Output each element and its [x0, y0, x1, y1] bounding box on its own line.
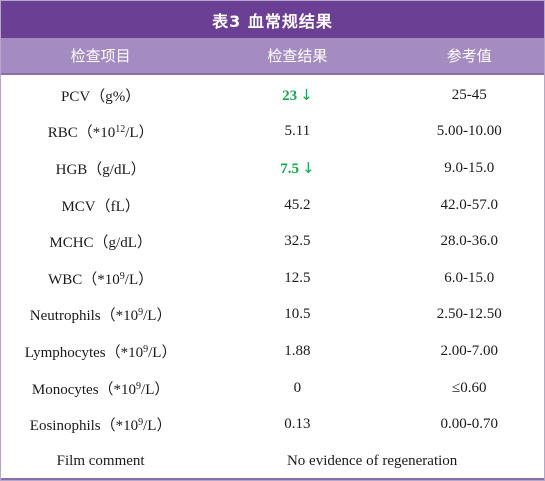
row-item-name-exponent: 12	[115, 124, 126, 136]
row-item-name-exponent: 9	[119, 270, 125, 282]
bottom-rule	[1, 478, 544, 480]
table-row: HGB（g/dL） 7.5 ↓ 9.0-15.0	[1, 150, 544, 187]
row-item-name: Lymphocytes（*109/L）	[1, 341, 200, 362]
row-item-name: PCV（g%）	[61, 88, 141, 105]
table-row: Eosinophils（*109/L） 0.13 0.00-0.70	[1, 406, 544, 443]
down-arrow-icon: ↓	[300, 85, 313, 104]
table-row: MCHC（g/dL） 32.5 28.0-36.0	[1, 223, 544, 260]
row-reference: 2.00-7.00	[440, 342, 499, 359]
row-item-name-prefix: Lymphocytes（*10	[24, 344, 144, 361]
row-reference: 25-45	[451, 86, 487, 103]
row-result: 1.88	[284, 342, 311, 359]
table-header-row: 检查项目 检查结果 参考值	[1, 38, 544, 75]
film-comment-value: No evidence of regeneration	[286, 452, 458, 469]
row-reference: 28.0-36.0	[440, 233, 499, 250]
table-body: PCV（g%） 23 ↓ 25-45 RBC（*1012/L） 5.11 5.00…	[1, 77, 544, 480]
row-item-name: MCHC（g/dL）	[49, 235, 152, 252]
row-item-name-exponent: 9	[136, 380, 142, 392]
table-row: WBC（*109/L） 12.5 6.0-15.0	[1, 260, 544, 297]
row-reference: 0.00-0.70	[440, 416, 499, 433]
row-result: 12.5	[284, 269, 311, 286]
row-item-name-suffix: /L）	[148, 344, 177, 361]
film-comment-row: Film comment No evidence of regeneration	[1, 443, 544, 480]
row-result: 23 ↓	[200, 86, 394, 105]
row-item-name: Monocytes（*109/L）	[1, 378, 200, 399]
row-item-name-prefix: WBC（*10	[48, 271, 120, 288]
film-comment-label: Film comment	[56, 452, 145, 469]
header-reference: 参考值	[446, 47, 492, 65]
row-result: 7.5 ↓	[200, 159, 394, 178]
table-row: Monocytes（*109/L） 0 ≤0.60	[1, 370, 544, 407]
header-item: 检查项目	[70, 47, 131, 65]
row-item-name-suffix: /L）	[124, 271, 154, 288]
row-reference: 42.0-57.0	[440, 196, 499, 213]
row-result: 5.11	[284, 123, 311, 140]
row-result: 0.13	[284, 416, 311, 433]
row-reference: ≤0.60	[452, 379, 487, 396]
row-item-name: Eosinophils（*109/L）	[1, 414, 200, 435]
row-item-name: Neutrophils（*109/L）	[1, 304, 200, 325]
result-value: 23	[282, 87, 298, 104]
row-result: 45.2	[284, 196, 311, 213]
row-reference: 6.0-15.0	[444, 269, 495, 286]
table-row: PCV（g%） 23 ↓ 25-45	[1, 77, 544, 114]
row-reference: 2.50-12.50	[436, 306, 502, 323]
table-title: 表3 血常规结果	[1, 1, 544, 38]
table-row: MCV（fL） 45.2 42.0-57.0	[1, 187, 544, 224]
table-row: RBC（*1012/L） 5.11 5.00-10.00	[1, 114, 544, 151]
row-item-name: RBC（*1012/L）	[1, 121, 200, 142]
row-item-name-suffix: /L）	[143, 308, 172, 325]
row-reference: 9.0-15.0	[444, 159, 495, 176]
row-item-name: HGB（g/dL）	[55, 161, 146, 178]
row-item-name-suffix: /L）	[125, 125, 154, 142]
row-item-name-suffix: /L）	[141, 381, 170, 398]
row-item-name-prefix: RBC（*10	[47, 125, 116, 142]
down-arrow-icon: ↓	[301, 158, 315, 177]
row-item-name-prefix: Monocytes（*10	[31, 381, 137, 398]
row-item-name-exponent: 9	[143, 343, 149, 355]
result-value: 7.5	[280, 160, 299, 177]
header-result: 检查结果	[267, 47, 328, 65]
row-item-name-exponent: 9	[138, 307, 144, 319]
row-item-name: MCV（fL）	[61, 198, 140, 215]
table-row: Neutrophils（*109/L） 10.5 2.50-12.50	[1, 297, 544, 334]
row-result: 0	[293, 379, 302, 396]
row-item-name-prefix: Eosinophils（*10	[29, 418, 139, 435]
row-result: 10.5	[284, 306, 311, 323]
row-item-name: WBC（*109/L）	[1, 268, 200, 289]
row-item-name-exponent: 9	[138, 417, 144, 429]
row-result: 32.5	[284, 233, 311, 250]
row-item-name-prefix: Neutrophils（*10	[29, 308, 139, 325]
row-item-name-suffix: /L）	[143, 418, 172, 435]
row-reference: 5.00-10.00	[436, 123, 502, 140]
table-row: Lymphocytes（*109/L） 1.88 2.00-7.00	[1, 333, 544, 370]
